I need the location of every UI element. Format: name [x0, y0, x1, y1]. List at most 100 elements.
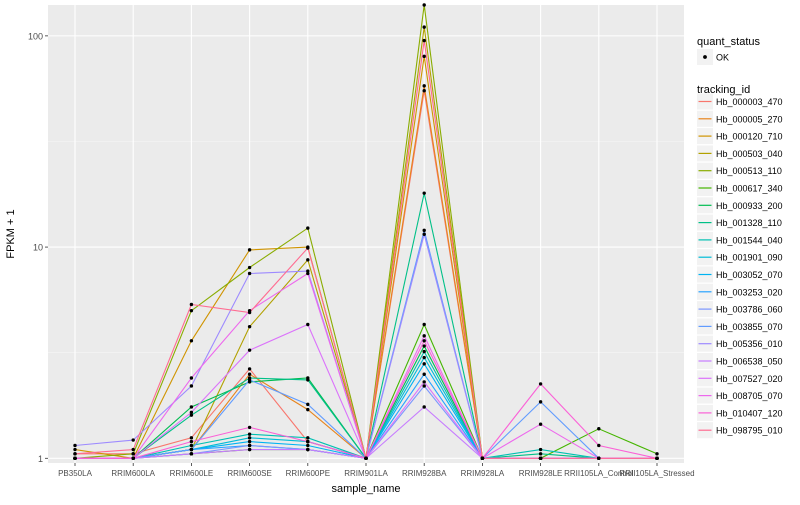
- legend-line-label: Hb_005356_010: [716, 339, 783, 349]
- legend-point-label: OK: [716, 53, 729, 63]
- data-point: [247, 439, 252, 444]
- y-tick-label: 100: [28, 31, 43, 41]
- legend-line-label: Hb_098795_010: [716, 426, 783, 436]
- data-point: [306, 226, 310, 230]
- legend-line-label: Hb_003855_070: [716, 322, 783, 332]
- x-tick-label: RRII105LA_Stressed: [619, 469, 694, 478]
- data-point: [538, 400, 543, 404]
- legend-line-label: Hb_001328_110: [716, 218, 782, 228]
- legend-line-label: Hb_006538_050: [716, 357, 783, 367]
- data-point: [422, 232, 426, 236]
- data-point: [422, 322, 426, 327]
- x-tick-label: RRIM600PE: [286, 469, 330, 478]
- data-point: [189, 443, 194, 448]
- x-tick-label: PB350LA: [58, 469, 92, 478]
- data-point: [73, 452, 77, 456]
- data-point: [306, 258, 310, 262]
- legend-line-label: Hb_010407_120: [716, 408, 783, 418]
- data-point: [306, 443, 310, 448]
- x-tick-label: RRIM928LA: [461, 469, 505, 478]
- data-point: [422, 355, 426, 360]
- data-point: [306, 378, 310, 382]
- data-point: [247, 271, 252, 276]
- x-tick-label: RRIM600LE: [170, 469, 214, 478]
- data-point: [189, 302, 194, 307]
- legend-line-label: Hb_000617_340: [716, 184, 783, 194]
- data-point: [538, 447, 543, 452]
- data-point: [422, 349, 426, 354]
- x-tick-label: RRII105LA_Control: [564, 469, 634, 478]
- x-axis: PB350LA RRIM600LA RRIM600LE RRIM600SE RRIM60…: [58, 463, 695, 478]
- data-point: [189, 413, 194, 417]
- data-point: [306, 436, 310, 440]
- data-point: [597, 443, 601, 448]
- data-point: [480, 456, 485, 460]
- series-points: [73, 3, 659, 460]
- data-point: [306, 271, 310, 276]
- data-point: [306, 447, 310, 452]
- legend-points: OK: [697, 49, 729, 65]
- data-point: [422, 334, 426, 338]
- data-point: [131, 438, 135, 442]
- data-point: [189, 376, 194, 380]
- data-point: [538, 456, 543, 460]
- legend-line-label: Hb_000120_710: [716, 132, 783, 142]
- data-point: [306, 246, 310, 250]
- data-point: [189, 439, 194, 444]
- data-point: [247, 378, 252, 382]
- legend-quant-status-title: quant_status: [697, 36, 760, 48]
- data-point: [538, 452, 543, 456]
- legend-line-label: Hb_000003_470: [716, 97, 783, 107]
- data-point: [73, 443, 77, 448]
- data-point: [422, 38, 426, 43]
- data-point: [189, 452, 194, 456]
- data-point: [422, 191, 426, 195]
- data-point: [131, 456, 135, 460]
- data-point: [655, 452, 659, 456]
- data-point: [422, 380, 426, 384]
- data-point: [247, 367, 252, 371]
- data-point: [422, 372, 426, 376]
- data-point: [422, 89, 426, 93]
- y-axis: 1 10 100: [28, 31, 48, 464]
- legend-line-label: Hb_007527_020: [716, 374, 783, 384]
- legend-point-marker: [703, 55, 707, 59]
- data-point: [247, 324, 252, 329]
- x-axis-title: sample_name: [331, 483, 400, 495]
- data-point: [422, 405, 426, 409]
- data-point: [247, 372, 252, 376]
- legend-lines: Hb_000003_470 Hb_000005_270 Hb_000120_710 H…: [697, 93, 783, 439]
- y-tick-label: 1: [38, 454, 43, 464]
- data-point: [131, 447, 135, 452]
- x-tick-label: RRIM928BA: [402, 469, 447, 478]
- data-point: [538, 382, 543, 386]
- legend-line-label: Hb_001544_040: [716, 235, 783, 245]
- x-tick-label: RRIM600SE: [227, 469, 271, 478]
- data-point: [131, 452, 135, 456]
- data-point: [422, 228, 426, 233]
- data-point: [189, 436, 194, 440]
- data-point: [189, 447, 194, 452]
- data-point: [247, 348, 252, 352]
- data-point: [189, 339, 194, 343]
- data-point: [73, 456, 77, 460]
- data-point: [247, 265, 252, 270]
- data-point: [422, 339, 426, 343]
- legend-line-label: Hb_003052_070: [716, 270, 783, 280]
- y-axis-title: FPKM + 1: [5, 209, 17, 258]
- data-point: [422, 54, 426, 59]
- data-point: [247, 310, 252, 315]
- y-tick-label: 10: [33, 243, 43, 253]
- legend-line-label: Hb_000933_200: [716, 201, 783, 211]
- data-point: [247, 425, 252, 430]
- data-point: [597, 427, 601, 431]
- data-point: [364, 456, 368, 460]
- data-point: [247, 443, 252, 448]
- legend: quant_status OK tracking_id Hb_000003_47…: [697, 36, 783, 439]
- data-point: [422, 384, 426, 388]
- data-point: [422, 344, 426, 348]
- data-point: [306, 269, 310, 273]
- legend-line-label: Hb_001901_090: [716, 253, 783, 263]
